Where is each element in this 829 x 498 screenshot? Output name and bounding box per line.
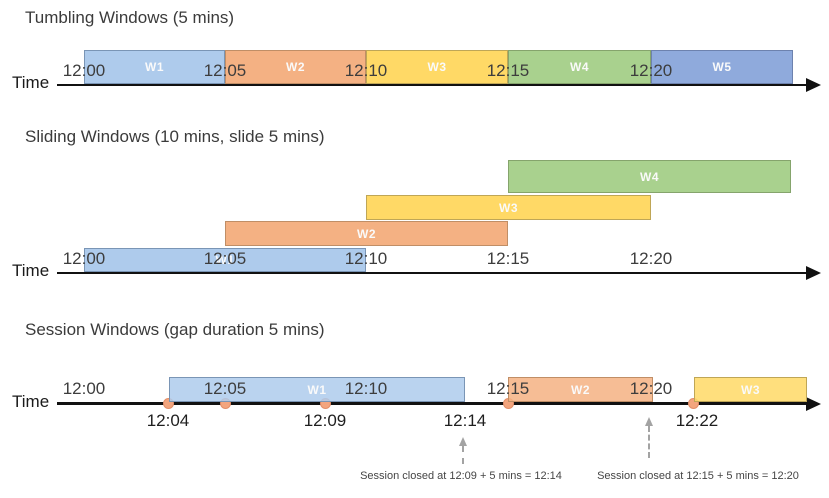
window-bar-tumbling-w3: W3 [366,50,508,84]
window-bar-session-w2: W2 [508,377,653,402]
window-bar-sliding-w3: W3 [366,195,651,220]
event-time-label: 12:22 [675,411,719,430]
window-bar-sliding-w1: W1 [84,248,366,272]
tick-label: 12:15 [486,379,530,398]
tick-label: 12:10 [344,61,388,80]
tick-label: 12:10 [344,249,388,268]
tick-label: 12:20 [629,379,673,398]
window-bar-tumbling-w5: W5 [651,50,793,84]
event-dot [162,398,174,409]
time-axis-arrowhead-icon-sliding [806,266,821,280]
time-axis-label-sliding: Time [12,261,50,280]
window-bar-session-w1: W1 [169,377,465,402]
window-label: W2 [357,226,376,241]
window-label: W3 [427,60,447,74]
diagram-title-tumbling: Tumbling Windows (5 mins) [25,8,235,27]
time-axis-sliding [57,272,806,274]
window-bar-sliding-w4: W4 [508,160,791,193]
window-label: W1 [307,382,327,397]
tick-label: 12:05 [203,249,247,268]
time-axis-label-session: Time [12,392,50,411]
diagram-title-session: Session Windows (gap duration 5 mins) [25,320,325,339]
tick-label: 12:00 [62,249,106,268]
diagram-title-sliding: Sliding Windows (10 mins, slide 5 mins) [25,127,325,146]
time-axis-tumbling [57,84,806,86]
annotation-arrow-line [648,426,650,458]
time-axis-label-tumbling: Time [12,73,50,92]
annotation-text: Session closed at 12:15 + 5 mins = 12:20 [597,470,799,482]
annotation-text: Session closed at 12:09 + 5 mins = 12:14 [360,470,562,482]
window-label: W1 [215,253,235,267]
tick-label: 12:00 [62,61,106,80]
window-bar-tumbling-w1: W1 [84,50,225,84]
window-label: W3 [741,382,760,397]
window-label: W4 [570,60,589,74]
window-label: W3 [499,200,518,215]
window-bar-sliding-w2: W2 [225,221,508,246]
window-label: W5 [712,60,732,74]
window-label: W2 [286,60,305,74]
time-axis-session [57,402,806,405]
annotation-arrow-head-icon [645,417,653,426]
time-axis-arrowhead-icon-tumbling [806,78,821,92]
tick-label: 12:20 [629,249,673,268]
annotation-arrow-head-icon [459,437,467,446]
event-time-label: 12:14 [443,411,487,430]
event-time-label: 12:09 [303,411,347,430]
window-bar-tumbling-w4: W4 [508,50,651,84]
window-label: W4 [640,169,659,184]
tick-label: 12:15 [486,249,530,268]
tick-label: 12:15 [486,61,530,80]
tick-label: 12:05 [203,379,247,398]
annotation-arrow-line [462,446,464,464]
window-bar-tumbling-w2: W2 [225,50,366,84]
tick-label: 12:05 [203,61,247,80]
tick-label: 12:10 [344,379,388,398]
event-dot [687,398,699,409]
window-label: W2 [571,382,590,397]
event-time-label: 12:04 [146,411,190,430]
tick-label: 12:00 [62,379,106,398]
time-axis-arrowhead-icon-session [806,396,821,411]
tick-label: 12:20 [629,61,673,80]
window-label: W1 [145,60,164,74]
window-bar-session-w3: W3 [694,377,807,402]
